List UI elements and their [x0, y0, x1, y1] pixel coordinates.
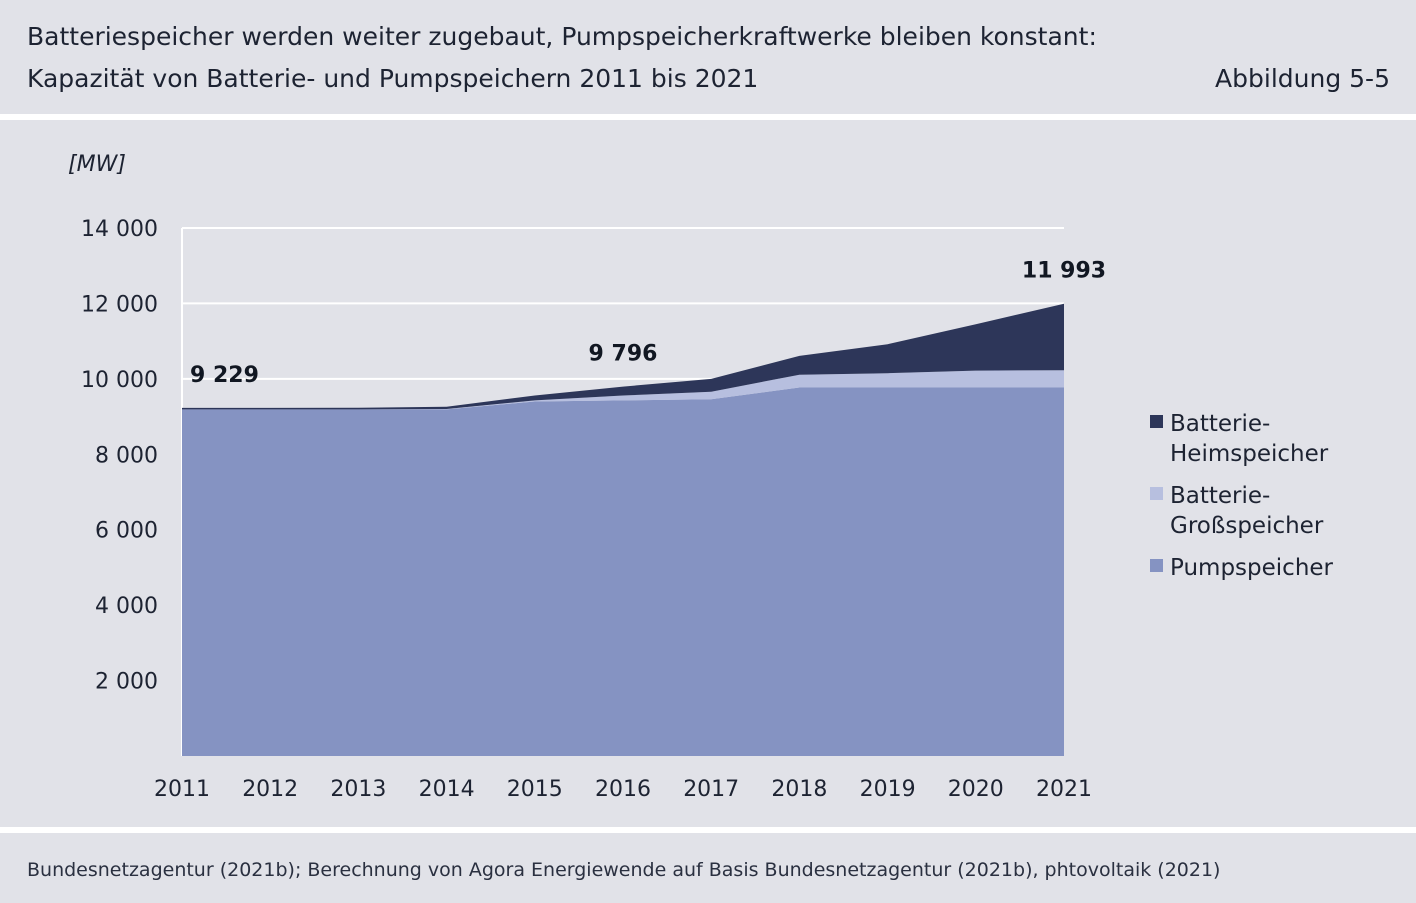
data-label-2021: 11 993 [1022, 259, 1106, 284]
area-batterie-heimspeicher [182, 303, 1064, 410]
x-tick-label: 2013 [330, 777, 386, 802]
y-unit-label: [MW] [68, 152, 126, 177]
area-series [182, 303, 1064, 756]
legend: Batterie- Heimspeicher Batterie- Großspeich… [1150, 411, 1334, 581]
figure-label: Abbildung 5-5 [1215, 64, 1390, 93]
chart-title: Batteriespeicher werden weiter zugebaut,… [27, 22, 1097, 51]
data-annotations: 9 229 9 796 11 993 [190, 259, 1106, 388]
legend-swatch [1150, 559, 1163, 572]
legend-item: Pumpspeicher [1150, 555, 1334, 581]
x-tick-label: 2021 [1036, 777, 1092, 802]
footer: Bundesnetzagentur (2021b); Berechnung vo… [0, 833, 1416, 903]
x-tick-label: 2011 [154, 777, 210, 802]
y-tick-label: 8 000 [95, 443, 158, 468]
y-tick-label: 12 000 [81, 292, 158, 317]
legend-label: Batterie- [1170, 411, 1270, 437]
y-tick-label: 6 000 [95, 519, 158, 544]
y-tick-label: 10 000 [81, 368, 158, 393]
legend-label: Heimspeicher [1170, 441, 1329, 467]
y-axis: 2 000 4 000 6 000 8 000 10 000 12 000 14 000 [81, 217, 158, 695]
data-label-2016: 9 796 [589, 342, 658, 367]
x-tick-label: 2020 [948, 777, 1004, 802]
x-tick-label: 2018 [771, 777, 827, 802]
x-tick-label: 2016 [595, 777, 651, 802]
legend-item: Batterie- Großspeicher [1150, 483, 1324, 539]
x-axis: 2011 2012 2013 2014 2015 2016 2017 2018 2019 2020… [154, 777, 1092, 802]
y-tick-label: 14 000 [81, 217, 158, 242]
x-tick-label: 2019 [860, 777, 916, 802]
legend-swatch [1150, 415, 1163, 428]
legend-swatch [1150, 487, 1163, 500]
x-tick-label: 2014 [419, 777, 475, 802]
chart-subtitle: Kapazität von Batterie- und Pumpspeicher… [27, 64, 759, 93]
x-tick-label: 2015 [507, 777, 563, 802]
x-tick-label: 2017 [683, 777, 739, 802]
y-tick-label: 4 000 [95, 594, 158, 619]
source-note: Bundesnetzagentur (2021b); Berechnung vo… [27, 859, 1221, 881]
legend-item: Batterie- Heimspeicher [1150, 411, 1329, 467]
legend-label: Großspeicher [1170, 513, 1324, 539]
x-tick-label: 2012 [242, 777, 298, 802]
area-batterie-gro-speicher [182, 370, 1064, 410]
data-label-2011: 9 229 [190, 363, 259, 388]
legend-label: Batterie- [1170, 483, 1270, 509]
y-tick-label: 2 000 [95, 670, 158, 695]
header: Batteriespeicher werden weiter zugebaut,… [0, 0, 1416, 114]
area-pumpspeicher [182, 387, 1064, 756]
legend-label: Pumpspeicher [1170, 555, 1334, 581]
